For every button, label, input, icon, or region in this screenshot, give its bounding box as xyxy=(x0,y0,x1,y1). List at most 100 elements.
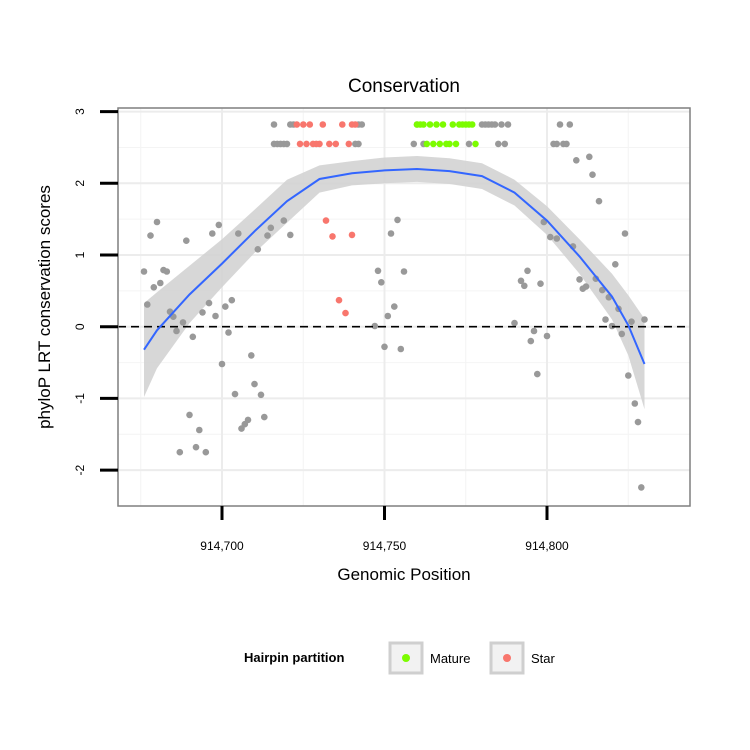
y-axis-title: phyloP LRT conservation scores xyxy=(35,185,54,429)
data-point-other xyxy=(582,283,590,290)
y-tick-label: 1 xyxy=(73,251,87,258)
data-point-other xyxy=(547,233,554,241)
data-point-other xyxy=(355,140,362,148)
data-point-other xyxy=(410,140,418,148)
legend-mature-swatch xyxy=(402,654,410,662)
data-point-other xyxy=(147,232,154,239)
data-point-star xyxy=(342,309,349,317)
data-point-other xyxy=(618,330,626,338)
data-point-other xyxy=(212,312,219,320)
confidence-band xyxy=(144,156,645,410)
data-point-other xyxy=(378,279,385,286)
data-point-other xyxy=(534,370,541,378)
data-point-other xyxy=(576,276,583,283)
legend-title: Hairpin partition xyxy=(244,650,344,665)
data-point-star xyxy=(329,233,336,240)
data-point-other xyxy=(641,316,648,323)
data-point-mature xyxy=(436,140,444,148)
data-point-star xyxy=(332,140,340,148)
data-point-other xyxy=(553,235,561,242)
data-point-other xyxy=(566,121,574,128)
data-point-other xyxy=(179,319,187,326)
y-tick-label: -1 xyxy=(73,393,87,404)
data-point-other xyxy=(248,352,255,359)
data-point-mature xyxy=(446,140,453,148)
data-point-other xyxy=(218,360,226,368)
data-point-other xyxy=(270,121,278,128)
data-point-other xyxy=(527,337,535,345)
data-point-other xyxy=(573,157,580,164)
data-point-other xyxy=(192,443,200,451)
data-point-other xyxy=(196,426,203,434)
data-point-other xyxy=(283,140,291,148)
data-point-other xyxy=(543,332,551,340)
data-point-star xyxy=(322,217,330,224)
data-point-other xyxy=(244,416,252,424)
x-tick-label: 914,750 xyxy=(363,539,407,553)
data-point-star xyxy=(319,121,327,128)
data-point-other xyxy=(257,391,265,399)
y-tick-label: 0 xyxy=(73,323,87,330)
data-point-star xyxy=(335,296,343,304)
data-point-mature xyxy=(433,121,440,128)
data-point-other xyxy=(491,121,499,128)
data-point-other xyxy=(599,286,606,294)
data-point-other xyxy=(634,418,642,426)
data-point-other xyxy=(384,312,392,320)
data-point-other xyxy=(621,230,629,237)
data-point-other xyxy=(189,333,197,341)
data-point-other xyxy=(400,268,408,275)
data-point-other xyxy=(387,230,395,237)
data-point-other xyxy=(595,197,603,205)
data-point-other xyxy=(397,345,405,353)
data-point-other xyxy=(209,230,216,237)
data-point-mature xyxy=(423,140,431,148)
data-point-other xyxy=(231,390,239,398)
data-point-other xyxy=(173,327,180,335)
y-tick-label: 2 xyxy=(73,180,87,187)
data-point-mature xyxy=(449,121,457,128)
data-point-other xyxy=(530,327,538,335)
data-point-other xyxy=(628,318,635,326)
data-point-other xyxy=(254,246,262,253)
data-point-other xyxy=(358,121,366,128)
data-point-other xyxy=(631,400,639,407)
data-point-other xyxy=(140,268,148,275)
data-point-other xyxy=(228,296,236,304)
data-point-other xyxy=(287,231,294,239)
data-point-star xyxy=(352,121,359,128)
data-point-other xyxy=(625,372,632,379)
data-point-other xyxy=(199,309,206,316)
data-point-other xyxy=(391,303,398,310)
data-point-other xyxy=(150,284,158,291)
data-point-other xyxy=(176,448,184,456)
data-point-other xyxy=(394,216,401,224)
data-point-other xyxy=(586,153,593,161)
data-point-other xyxy=(186,411,193,419)
data-point-star xyxy=(296,140,304,148)
data-point-other xyxy=(153,218,161,226)
data-point-other xyxy=(222,303,229,310)
data-point-other xyxy=(225,329,232,336)
data-point-other xyxy=(553,140,561,148)
data-point-other xyxy=(280,217,288,224)
data-point-mature xyxy=(472,140,479,148)
x-axis-title: Genomic Position xyxy=(337,565,470,584)
smooth-line xyxy=(143,167,646,365)
data-point-other xyxy=(251,380,258,388)
data-point-other xyxy=(511,319,518,327)
data-point-other xyxy=(521,282,528,290)
chart-title: Conservation xyxy=(348,76,460,97)
data-point-star xyxy=(345,140,353,148)
data-point-star xyxy=(316,140,323,148)
data-point-star xyxy=(348,231,356,239)
data-point-other xyxy=(563,140,570,148)
data-point-other xyxy=(501,140,509,148)
data-point-other xyxy=(144,301,151,308)
data-point-other xyxy=(157,279,164,287)
data-point-other xyxy=(371,322,379,330)
y-tick-label: -2 xyxy=(73,464,87,475)
data-point-star xyxy=(303,140,310,148)
data-point-other xyxy=(498,121,505,128)
